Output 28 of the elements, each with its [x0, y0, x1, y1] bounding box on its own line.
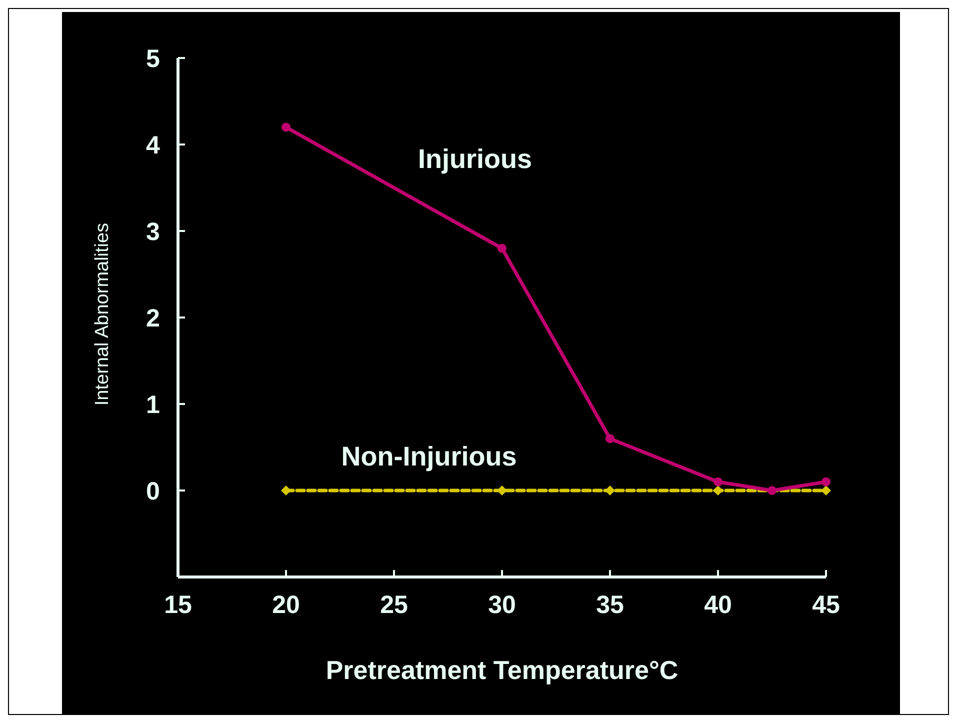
x-tick-label: 25: [380, 591, 408, 619]
y-tick-label: 1: [146, 391, 160, 419]
point: [714, 477, 722, 486]
point: [605, 486, 615, 496]
series-label: Injurious: [418, 144, 532, 174]
y-tick-label: 4: [146, 132, 160, 160]
point: [822, 477, 830, 486]
y-axis-title: Internal Abnormalities: [92, 222, 113, 406]
x-tick-label: 20: [272, 591, 300, 619]
point: [497, 486, 507, 496]
point: [498, 244, 506, 253]
x-tick-label: 30: [488, 591, 516, 619]
point: [281, 486, 291, 496]
point: [713, 486, 723, 496]
x-tick-label: 15: [164, 591, 192, 619]
y-tick-label: 2: [146, 304, 160, 332]
y-tick-label: 3: [146, 218, 160, 246]
y-tick-label: 0: [146, 478, 160, 506]
series-label: Non-Injurious: [341, 442, 517, 472]
point: [768, 486, 776, 495]
point: [821, 486, 831, 496]
x-tick-label: 35: [596, 591, 624, 619]
x-tick-label: 45: [812, 591, 840, 619]
y-tick-label: 5: [146, 45, 160, 73]
point: [606, 434, 614, 444]
point: [282, 122, 290, 132]
x-tick-label: 40: [704, 591, 732, 619]
x-axis-title: Pretreatment Temperature°C: [326, 655, 678, 685]
